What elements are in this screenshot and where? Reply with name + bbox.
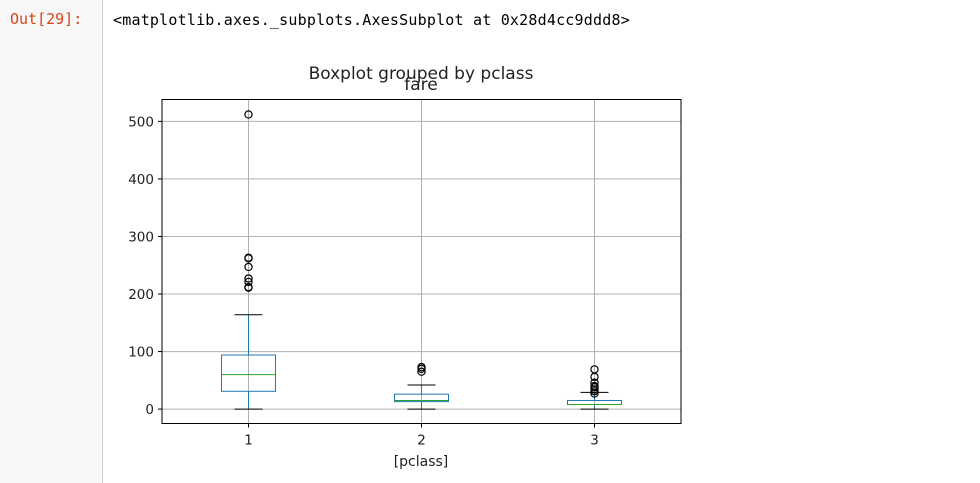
x-tick-label: 2 <box>417 433 426 449</box>
outlier-point <box>244 277 253 287</box>
chart-grid <box>162 99 681 424</box>
outlier-point <box>590 372 599 382</box>
y-tick-label: 500 <box>128 114 154 130</box>
outlier-point <box>244 254 253 263</box>
box-group-pclass-2 <box>394 362 449 410</box>
y-tick-label: 400 <box>128 172 154 188</box>
y-tick-label: 100 <box>128 345 154 361</box>
outlier-point <box>244 110 253 119</box>
y-tick-label: 200 <box>128 287 154 303</box>
outlier-point <box>417 367 426 376</box>
outlier-point <box>244 262 253 272</box>
cell-gutter <box>0 0 103 483</box>
chart-plot-area <box>221 110 622 410</box>
y-tick-label: 300 <box>128 229 154 245</box>
output-prompt: Out[29]: <box>10 10 83 28</box>
outlier-point <box>244 274 253 283</box>
x-tick-label: 3 <box>590 433 599 449</box>
box-group-pclass-3 <box>567 365 622 410</box>
box-iqr <box>394 393 449 403</box>
chart-suptitle: Boxplot grouped by pclass <box>309 64 534 84</box>
box-group-pclass-1 <box>221 110 276 410</box>
x-axis: 1 2 3 <box>244 423 599 449</box>
output-repr: <matplotlib.axes._subplots.AxesSubplot a… <box>113 11 630 29</box>
outlier-point <box>590 383 599 392</box>
outlier-point <box>244 282 253 292</box>
box-iqr <box>221 354 276 392</box>
outlier-point <box>417 364 426 374</box>
x-tick-label: 1 <box>244 433 253 449</box>
outlier-point <box>590 387 599 396</box>
y-axis: 0 100 200 300 400 500 <box>128 114 162 418</box>
y-tick-label: 0 <box>145 402 154 418</box>
outlier-point <box>590 389 599 398</box>
x-axis-label: [pclass] <box>394 454 449 470</box>
chart-title: fare <box>404 75 437 95</box>
